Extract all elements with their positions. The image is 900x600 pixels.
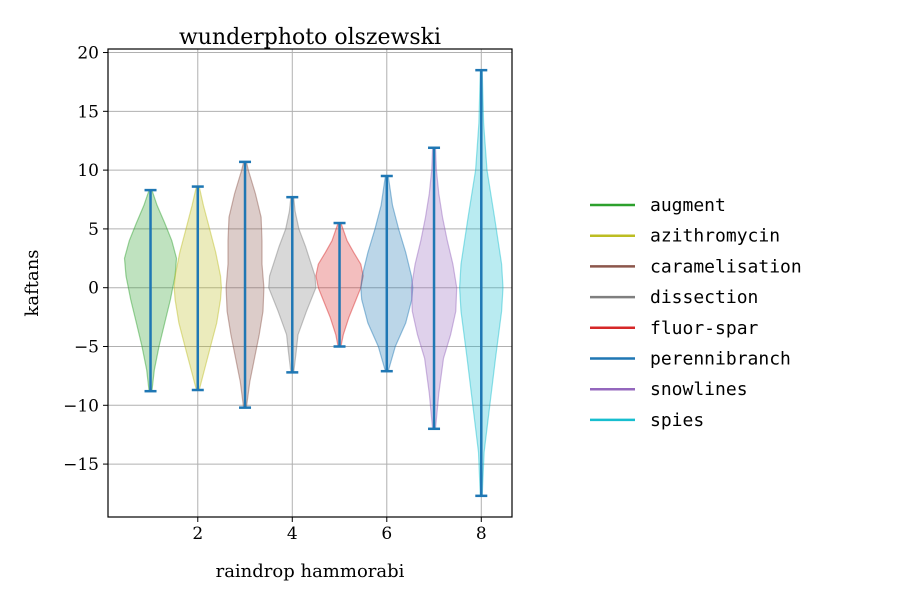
x-tick-label: 6 bbox=[381, 524, 392, 544]
violins bbox=[123, 69, 504, 497]
y-tick-label: 5 bbox=[88, 220, 99, 240]
legend-label-snowlines: snowlines bbox=[650, 379, 748, 400]
legend-label-azithromycin: azithromycin bbox=[650, 226, 780, 247]
legend-label-caramelisation: caramelisation bbox=[650, 256, 802, 277]
y-tick-label: 0 bbox=[88, 279, 99, 299]
y-tick-label: 10 bbox=[77, 161, 99, 181]
chart-title: wunderphoto olszewski bbox=[179, 25, 441, 50]
legend-label-fluor-spar: fluor-spar bbox=[650, 318, 759, 339]
y-axis-label: kaftans bbox=[22, 249, 43, 316]
x-axis-label: raindrop hammorabi bbox=[216, 561, 405, 582]
y-tick-label: 20 bbox=[77, 44, 99, 64]
y-tick-label: −10 bbox=[63, 396, 99, 416]
legend-label-augment: augment bbox=[650, 195, 726, 216]
y-tick-label: −15 bbox=[63, 455, 99, 475]
y-tick-label: −5 bbox=[74, 337, 99, 357]
whiskers bbox=[144, 68, 488, 498]
legend-label-spies: spies bbox=[650, 410, 704, 431]
legend: augment azithromycin caramelisation dissect… bbox=[590, 195, 802, 431]
x-tick-label: 8 bbox=[476, 524, 487, 544]
plot-frame bbox=[107, 48, 513, 518]
grid bbox=[108, 49, 512, 517]
legend-label-dissection: dissection bbox=[650, 287, 758, 308]
ticks: 2 4 6 8 −15 −10 −5 0 5 10 15 20 bbox=[63, 44, 487, 544]
x-tick-label: 2 bbox=[192, 524, 203, 544]
x-tick-label: 4 bbox=[287, 524, 298, 544]
legend-label-perennibranch: perennibranch bbox=[650, 349, 791, 370]
y-tick-label: 15 bbox=[77, 102, 99, 122]
